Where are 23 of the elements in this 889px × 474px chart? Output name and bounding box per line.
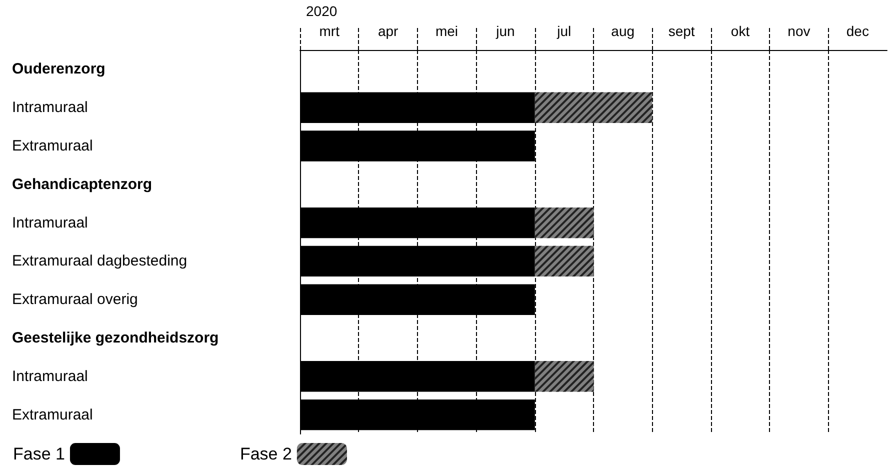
legend-label: Fase 2 bbox=[240, 444, 292, 464]
y-tick-label: Intramuraal bbox=[12, 214, 88, 232]
y-tick-label: Intramuraal bbox=[12, 368, 88, 385]
text: apr bbox=[378, 23, 399, 39]
y-tick-label: Gehandicaptenzorg bbox=[12, 176, 152, 193]
y-tick-label: Extramuraal bbox=[12, 406, 93, 424]
text: aug bbox=[611, 23, 635, 39]
text: dec bbox=[846, 23, 869, 39]
text: 2020 bbox=[306, 3, 338, 19]
legend-label: Fase 1 bbox=[12, 444, 65, 464]
text: mrt bbox=[319, 23, 340, 39]
text: okt bbox=[730, 23, 750, 39]
y-tick-label: Extramuraal dagbesteding bbox=[12, 252, 188, 270]
y-tick-label: Intramuraal bbox=[12, 99, 88, 116]
y-tick-label: Geestelijke gezondheidszorg bbox=[12, 330, 219, 346]
text: mei bbox=[435, 23, 458, 39]
y-tick-label: Extramuraal overig bbox=[12, 291, 138, 308]
text: jul bbox=[556, 23, 572, 39]
y-tick-label: Extramuraal bbox=[12, 138, 93, 154]
text: jun bbox=[495, 23, 515, 39]
text: sept bbox=[668, 23, 695, 39]
y-tick-label: Ouderenzorg bbox=[12, 60, 106, 78]
text: nov bbox=[788, 23, 810, 39]
